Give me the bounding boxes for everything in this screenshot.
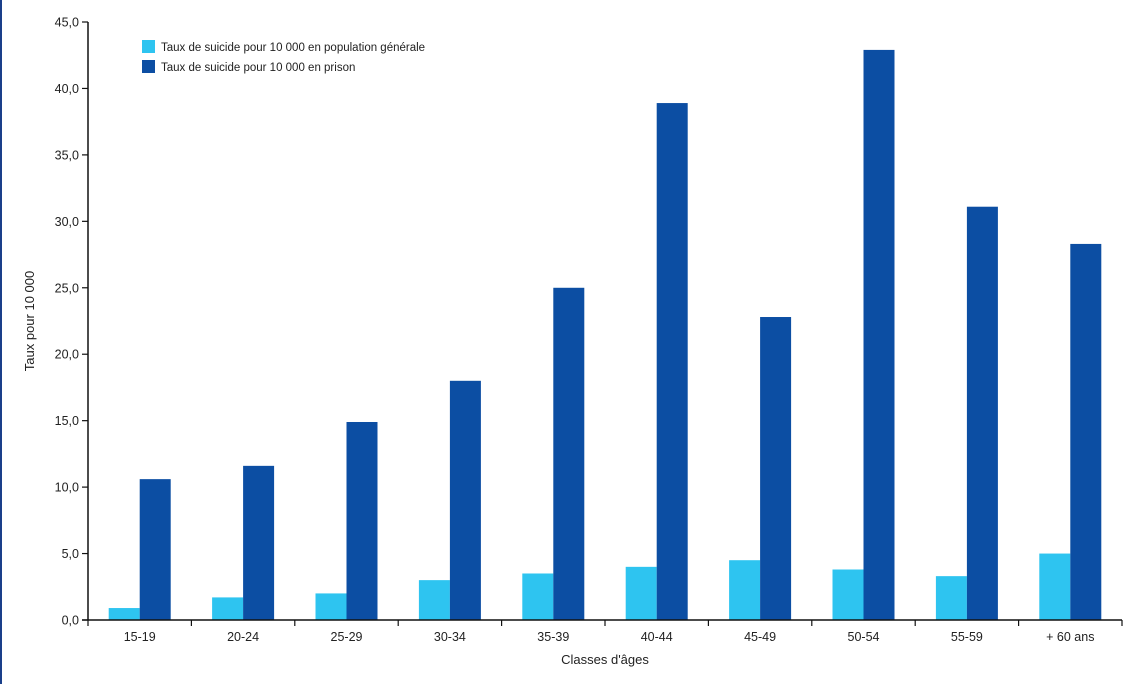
bar-population-generale-3	[418, 580, 450, 620]
y-tick-label: 45,0	[55, 16, 79, 30]
x-tick-label: 20-24	[227, 630, 259, 644]
y-tick-label: 35,0	[55, 148, 79, 162]
y-tick-label: 0,0	[62, 614, 79, 628]
x-tick-label: 55-59	[951, 630, 983, 644]
legend-swatch	[142, 40, 155, 53]
bar-prison-2	[346, 421, 378, 620]
x-tick-label: 25-29	[331, 630, 363, 644]
x-ticks: 15-19 20-24 25-29 30-34 35-39 40-44 45-49 50-54…	[87, 620, 1123, 644]
y-tick-label: 20,0	[55, 348, 79, 362]
y-tick-label: 25,0	[55, 281, 79, 295]
bar-population-generale-6	[729, 560, 761, 620]
bar-prison-1	[243, 465, 275, 620]
x-tick-label: 40-44	[641, 630, 673, 644]
bar-population-generale-4	[522, 573, 554, 620]
bar-population-generale-9	[1039, 553, 1071, 620]
bars-group	[108, 49, 1102, 620]
bar-population-generale-8	[935, 576, 967, 620]
bar-prison-8	[966, 206, 998, 620]
x-tick-label: + 60 ans	[1046, 630, 1094, 644]
x-tick-label: 35-39	[537, 630, 569, 644]
bar-prison-7	[863, 49, 895, 620]
bar-population-generale-2	[315, 593, 347, 620]
x-axis-title: Classes d'âges	[561, 652, 649, 667]
legend-swatch	[142, 60, 155, 73]
x-tick-label: 30-34	[434, 630, 466, 644]
bar-prison-4	[553, 287, 585, 620]
bar-prison-0	[139, 479, 171, 620]
y-axis-title: Taux pour 10 000	[22, 271, 37, 371]
y-tick-label: 30,0	[55, 215, 79, 229]
bar-prison-5	[656, 103, 688, 620]
y-tick-label: 5,0	[62, 547, 79, 561]
y-tick-label: 10,0	[55, 481, 79, 495]
y-ticks: 0,0 5,0 10,0 15,0 20,0 25,0 30,0 35,0 40,0 45,0	[55, 16, 88, 628]
bar-population-generale-7	[832, 569, 864, 620]
bar-prison-9	[1070, 243, 1102, 620]
x-tick-label: 45-49	[744, 630, 776, 644]
x-tick-label: 50-54	[848, 630, 880, 644]
legend-label: Taux de suicide pour 10 000 en prison	[161, 62, 355, 74]
bar-population-generale-0	[108, 608, 140, 620]
x-tick-label: 15-19	[124, 630, 156, 644]
bar-population-generale-1	[212, 597, 244, 620]
legend-label: Taux de suicide pour 10 000 en populatio…	[161, 42, 425, 54]
y-tick-label: 15,0	[55, 414, 79, 428]
bar-population-generale-5	[625, 566, 657, 620]
bar-prison-3	[449, 380, 481, 620]
bar-prison-6	[760, 317, 792, 620]
y-tick-label: 40,0	[55, 82, 79, 96]
axes-group	[82, 22, 1122, 621]
legend: Taux de suicide pour 10 000 en populatio…	[142, 40, 425, 74]
